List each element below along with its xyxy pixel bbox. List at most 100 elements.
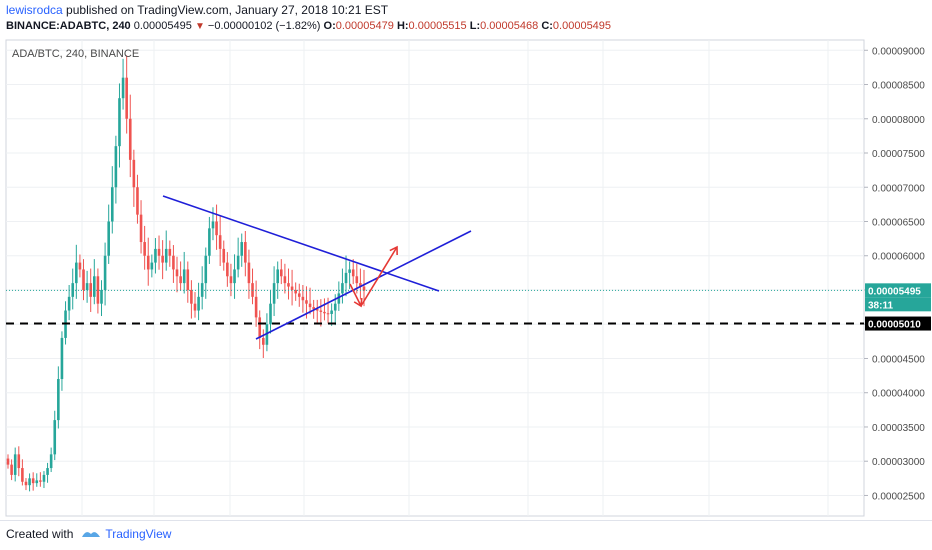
candle-body (154, 248, 157, 263)
y-tick-label: 0.00006500 (872, 217, 925, 228)
candle-body (333, 303, 337, 311)
created-with-text: Created with (6, 527, 74, 541)
candle-body (319, 310, 323, 312)
tradingview-link[interactable]: TradingView (105, 527, 172, 541)
candle-body (42, 474, 46, 482)
candle-body (283, 276, 287, 284)
candle-body (100, 289, 103, 304)
candle-body (330, 310, 333, 314)
candle-body (60, 337, 64, 380)
down-arrow-icon: ▼ (194, 21, 205, 32)
candle-body (107, 221, 110, 256)
y-tick-label: 0.00003500 (872, 423, 925, 434)
author-link[interactable]: lewisrodca (6, 3, 63, 17)
candle-body (85, 283, 89, 290)
published-text: published on TradingView.com, January 27… (66, 3, 389, 17)
candle-body (233, 269, 236, 284)
open-label: O: (323, 20, 336, 32)
y-tick-label: 0.00002500 (872, 491, 925, 502)
open-value: 0.00005479 (335, 20, 394, 32)
candle-body (269, 303, 272, 325)
candle-body (182, 269, 186, 284)
candle-body (164, 248, 168, 263)
candle-body (254, 296, 258, 318)
candle-body (208, 228, 211, 256)
y-tick-label: 0.00004000 (872, 389, 925, 400)
descending-trendline[interactable] (162, 195, 440, 292)
countdown-label: 38:11 (868, 300, 893, 311)
candle-body (294, 289, 297, 294)
publish-info: lewisrodca published on TradingView.com,… (6, 3, 388, 17)
high-value: 0.00005515 (408, 20, 467, 32)
candle-body (67, 296, 71, 311)
candle-body (53, 420, 57, 455)
candle-body (315, 309, 319, 311)
candle-body (172, 255, 175, 270)
chart-title: ADA/BTC, 240, BINANCE (12, 48, 139, 60)
candle-body (337, 293, 341, 304)
high-label: H: (396, 20, 409, 32)
candle-body (139, 214, 143, 243)
candle-body (31, 478, 35, 484)
candles (6, 55, 366, 492)
candle-body (258, 317, 262, 338)
candle-body (179, 276, 182, 284)
candle-body (272, 283, 276, 304)
candle-body (157, 248, 161, 256)
candle-body (186, 269, 190, 290)
candle-body (103, 255, 107, 290)
candle-body (276, 269, 279, 284)
candle-body (49, 454, 53, 469)
candle-body (200, 283, 204, 297)
candle-body (197, 296, 200, 311)
candle-body (28, 478, 31, 486)
y-tick-label: 0.00007000 (872, 183, 925, 194)
candle-body (17, 454, 21, 469)
drawings[interactable] (6, 195, 864, 340)
support-price-label: 0.00005010 (868, 320, 921, 331)
candle-body (168, 248, 172, 256)
candle-body (305, 300, 308, 304)
candle-body (143, 242, 146, 256)
candle-body (355, 276, 359, 284)
candle-body (308, 303, 312, 308)
price-axis[interactable]: 0.00002500 0.00003000 0.00003500 0.00004000… (864, 46, 931, 502)
candle-body (150, 262, 154, 270)
y-tick-label: 0.00006000 (872, 252, 925, 263)
y-tick-label: 0.00004500 (872, 354, 925, 365)
price-chart[interactable]: 0.00002500 0.00003000 0.00003500 0.00004000… (0, 36, 932, 520)
candle-body (247, 262, 251, 284)
candle-body (175, 269, 179, 277)
candle-body (290, 286, 294, 290)
y-tick-label: 0.00003000 (872, 457, 925, 468)
price-change: −0.00000102 (−1.82%) (207, 20, 321, 32)
low-label: L: (469, 20, 481, 32)
candle-body (240, 242, 244, 256)
candle-body (287, 283, 290, 287)
candle-body (193, 303, 197, 311)
candle-body (301, 296, 305, 301)
plot-area[interactable] (5, 39, 865, 517)
support-price-label-bg (865, 316, 931, 331)
candle-body (279, 269, 283, 277)
candle-body (362, 286, 366, 291)
candle-body (78, 262, 82, 270)
y-tick-label: 0.00009000 (872, 46, 925, 57)
candle-body (344, 272, 348, 284)
candle-body (82, 269, 85, 290)
candle-body (265, 324, 269, 345)
candle-body (39, 480, 42, 482)
candle-body (24, 481, 28, 486)
down-arrow-shaft (349, 283, 362, 307)
footer-divider (0, 520, 932, 521)
candle-body (10, 464, 13, 475)
candle-body (348, 269, 351, 273)
candle-body (218, 235, 222, 249)
candle-body (323, 311, 326, 314)
candle-body (204, 255, 208, 284)
candle-body (121, 77, 125, 99)
ascending-trendline[interactable] (255, 230, 472, 340)
close-label: C: (541, 20, 553, 32)
y-tick-label: 0.00008000 (872, 115, 925, 126)
candle-body (359, 283, 362, 287)
